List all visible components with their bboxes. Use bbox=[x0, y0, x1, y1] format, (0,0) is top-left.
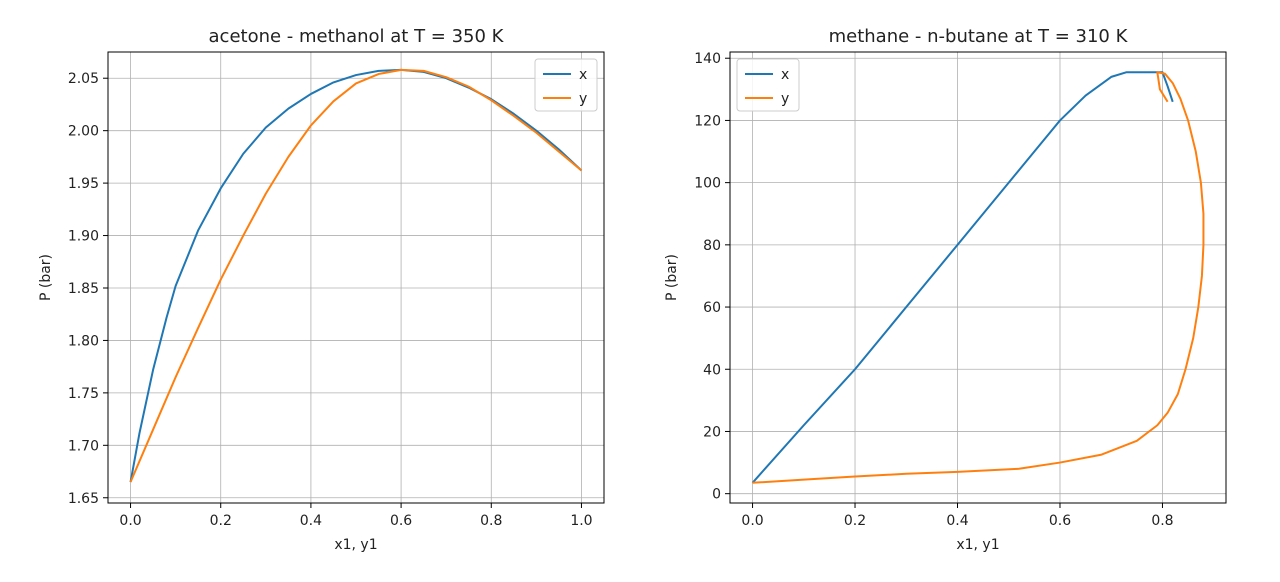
y-tick-label: 2.05 bbox=[68, 71, 99, 87]
series-line-x bbox=[751, 71, 1174, 484]
y-tick-label: 1.70 bbox=[68, 438, 99, 454]
series-line-y bbox=[752, 71, 1205, 484]
y-tick-label: 20 bbox=[703, 424, 721, 440]
x-tick-label: 0.2 bbox=[210, 513, 232, 529]
x-tick-label: 0.4 bbox=[300, 513, 322, 529]
legend-label-y: y bbox=[579, 91, 587, 107]
series-line-x bbox=[129, 68, 583, 483]
y-tick-label: 100 bbox=[694, 176, 721, 192]
y-tick-label: 140 bbox=[694, 51, 721, 67]
plot-frame bbox=[729, 51, 1227, 504]
x-tick-label: 0.6 bbox=[1049, 513, 1071, 529]
x-tick-label: 1.0 bbox=[570, 513, 592, 529]
chart-title: acetone - methanol at T = 350 K bbox=[209, 26, 505, 47]
y-tick-label: 0 bbox=[712, 487, 721, 503]
x-tick-label: 0.6 bbox=[390, 513, 412, 529]
y-tick-label: 1.85 bbox=[68, 281, 99, 297]
series-line-y bbox=[129, 68, 583, 483]
y-tick-label: 1.90 bbox=[68, 229, 99, 245]
y-tick-label: 40 bbox=[703, 362, 721, 378]
y-tick-label: 2.00 bbox=[68, 124, 99, 140]
x-tick-label: 0.8 bbox=[1151, 513, 1173, 529]
y-tick-label: 1.80 bbox=[68, 333, 99, 349]
legend-label-x: x bbox=[781, 67, 789, 83]
y-tick-label: 1.75 bbox=[68, 386, 99, 402]
plot-frame bbox=[107, 51, 605, 504]
y-tick-label: 120 bbox=[694, 113, 721, 129]
y-tick-label: 80 bbox=[703, 238, 721, 254]
x-tick-label: 0.0 bbox=[741, 513, 763, 529]
x-tick-label: 0.2 bbox=[844, 513, 866, 529]
legend-box bbox=[534, 58, 598, 112]
chart-methane-n-butane: 0.0 0.2 0.4 0.6 0.8 0 20 40 60 80 100 120 140 methane… bbox=[664, 26, 1227, 553]
chart-title: methane - n-butane at T = 310 K bbox=[829, 26, 1129, 47]
y-axis-label: P (bar) bbox=[664, 254, 680, 301]
y-tick-label: 1.95 bbox=[68, 176, 99, 192]
y-tick-label: 60 bbox=[703, 300, 721, 316]
y-axis-label: P (bar) bbox=[38, 254, 54, 301]
chart-acetone-methanol: 0.0 0.2 0.4 0.6 0.8 1.0 1.65 1.70 1.75 1.80 1.85 1.… bbox=[38, 26, 605, 553]
x-tick-label: 0.0 bbox=[119, 513, 141, 529]
x-tick-label: 0.8 bbox=[480, 513, 502, 529]
legend: xy bbox=[534, 58, 598, 112]
legend: xy bbox=[736, 58, 800, 112]
x-axis-label: x1, y1 bbox=[334, 537, 377, 553]
x-axis-label: x1, y1 bbox=[956, 537, 999, 553]
legend-label-x: x bbox=[579, 67, 587, 83]
x-tick-label: 0.4 bbox=[946, 513, 968, 529]
legend-label-y: y bbox=[781, 91, 789, 107]
legend-box bbox=[736, 58, 800, 112]
y-tick-label: 1.65 bbox=[68, 491, 99, 507]
